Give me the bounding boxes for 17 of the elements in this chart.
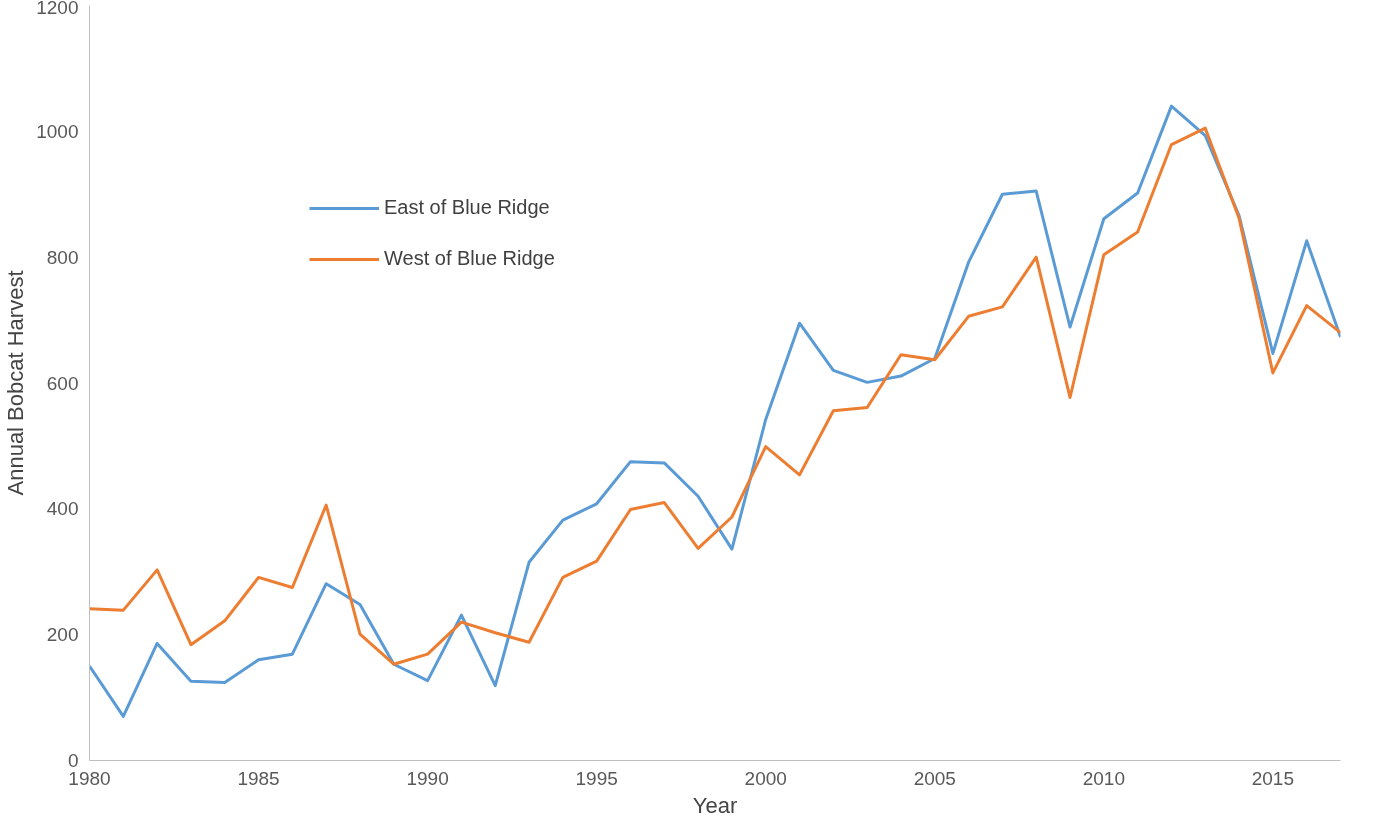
y-tick-label: 1200: [36, 0, 79, 18]
x-tick-label: 2015: [1251, 767, 1295, 789]
y-tick-label: 200: [46, 624, 79, 646]
y-tick-label: 1000: [36, 120, 79, 142]
x-tick-label: 1985: [237, 767, 280, 789]
x-tick-label: 1990: [406, 767, 449, 789]
y-tick-label: 400: [46, 498, 79, 520]
legend-label: West of Blue Ridge: [384, 247, 555, 270]
x-tick-label: 2000: [744, 767, 787, 789]
x-axis-title: Year: [692, 792, 738, 818]
y-tick-label: 800: [46, 246, 79, 268]
y-axis-title: Annual Bobcat Harvest: [3, 270, 29, 496]
x-tick-label: 1995: [575, 767, 618, 789]
x-tick-label: 2005: [913, 767, 956, 789]
legend-label: East of Blue Ridge: [384, 196, 550, 219]
x-tick-label: 2010: [1082, 767, 1125, 789]
y-tick-label: 600: [46, 372, 79, 394]
